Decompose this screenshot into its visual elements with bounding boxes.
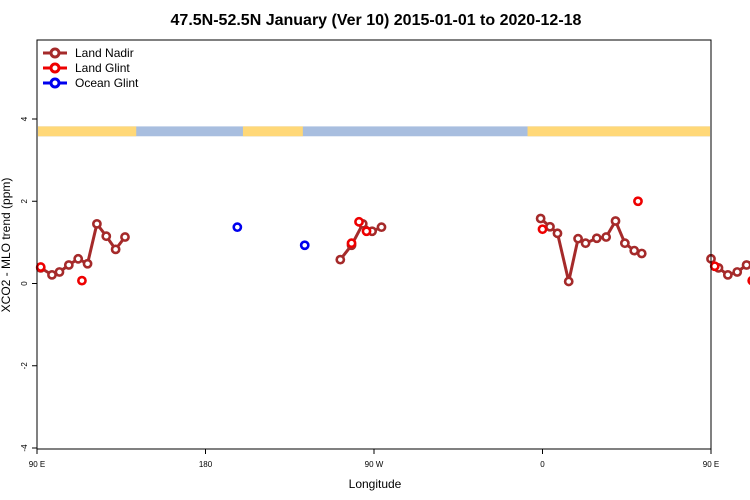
- land-nadir-line: [539, 217, 643, 283]
- x-tick-label: 90 W: [365, 460, 384, 469]
- land-nadir-point: [110, 244, 121, 255]
- land-glint-point: [354, 216, 364, 227]
- y-tick-label: -4: [20, 444, 29, 452]
- land-nadir-point: [552, 228, 563, 239]
- legend-label-land-glint: Land Glint: [75, 61, 130, 75]
- land-nadir-point: [741, 260, 750, 270]
- x-tick-label: 90 E: [703, 460, 719, 469]
- x-tick-label: 0: [540, 460, 545, 469]
- y-axis: -4 -2 0 2 4: [20, 116, 37, 452]
- legend-label-ocean-glint: Ocean Glint: [75, 76, 139, 90]
- legend-item-land-glint: Land Glint: [43, 61, 130, 75]
- land-nadir-point: [92, 218, 102, 229]
- legend-label-land-nadir: Land Nadir: [75, 46, 134, 60]
- legend-marker-land-glint: [49, 62, 61, 74]
- ocean-glint-point: [232, 222, 243, 233]
- x-axis: 90 E 180 90 W 0 90 E: [29, 449, 719, 469]
- legend-item-ocean-glint: Ocean Glint: [43, 76, 139, 90]
- land-nadir-point: [101, 231, 112, 242]
- y-tick-label: -2: [20, 362, 29, 370]
- land-glint-point: [77, 275, 87, 286]
- land-nadir-point: [563, 276, 574, 287]
- land-nadir-point: [629, 245, 640, 256]
- land-band-segment: [527, 126, 710, 137]
- land-nadir-point: [636, 248, 647, 259]
- land-glint-point: [35, 262, 46, 272]
- land-nadir-point: [376, 222, 387, 233]
- land-glint-point: [537, 224, 548, 235]
- land-nadir-point: [535, 213, 546, 224]
- land-glint-point: [346, 238, 357, 249]
- land-glint-point: [361, 226, 372, 237]
- chart-title: 47.5N-52.5N January (Ver 10) 2015-01-01 …: [171, 12, 582, 29]
- land-glint-point: [633, 196, 643, 207]
- land-ocean-band: [38, 126, 710, 137]
- land-nadir-point: [120, 232, 130, 242]
- land-nadir-point: [335, 254, 346, 265]
- land-nadir-point: [610, 216, 621, 226]
- series-layer: [35, 196, 750, 287]
- land-band-segment: [38, 126, 137, 137]
- y-tick-label: 4: [20, 116, 29, 121]
- legend-marker-ocean-glint: [49, 77, 61, 89]
- land-nadir-point: [573, 233, 583, 244]
- land-nadir-point: [722, 269, 733, 280]
- land-nadir-point: [73, 253, 84, 264]
- land-band-segment: [242, 126, 303, 137]
- land-glint-point: [709, 261, 720, 272]
- land-nadir-point: [82, 258, 93, 269]
- land-nadir-point: [601, 232, 612, 242]
- y-axis-label: XCO2 - MLO trend (ppm): [0, 178, 13, 313]
- x-axis-label: Longitude: [349, 477, 402, 491]
- land-nadir-point: [47, 269, 57, 280]
- plot-frame: [36, 39, 712, 450]
- y-tick-label: 2: [20, 198, 29, 203]
- y-tick-label: 0: [20, 281, 29, 286]
- land-nadir-point: [580, 238, 591, 249]
- x-tick-label: 90 E: [29, 460, 45, 469]
- ocean-band: [38, 126, 710, 137]
- legend-marker-land-nadir: [49, 47, 61, 59]
- land-nadir-point: [732, 267, 743, 277]
- x-tick-label: 180: [199, 460, 213, 469]
- land-nadir-point: [63, 260, 74, 270]
- legend: Land Nadir Land Glint Ocean Glint: [43, 46, 139, 90]
- land-nadir-point: [545, 221, 555, 232]
- land-nadir-point: [54, 267, 65, 277]
- land-nadir-point: [619, 238, 630, 249]
- ocean-glint-point: [299, 240, 310, 251]
- legend-item-land-nadir: Land Nadir: [43, 46, 134, 60]
- land-nadir-point: [591, 233, 602, 244]
